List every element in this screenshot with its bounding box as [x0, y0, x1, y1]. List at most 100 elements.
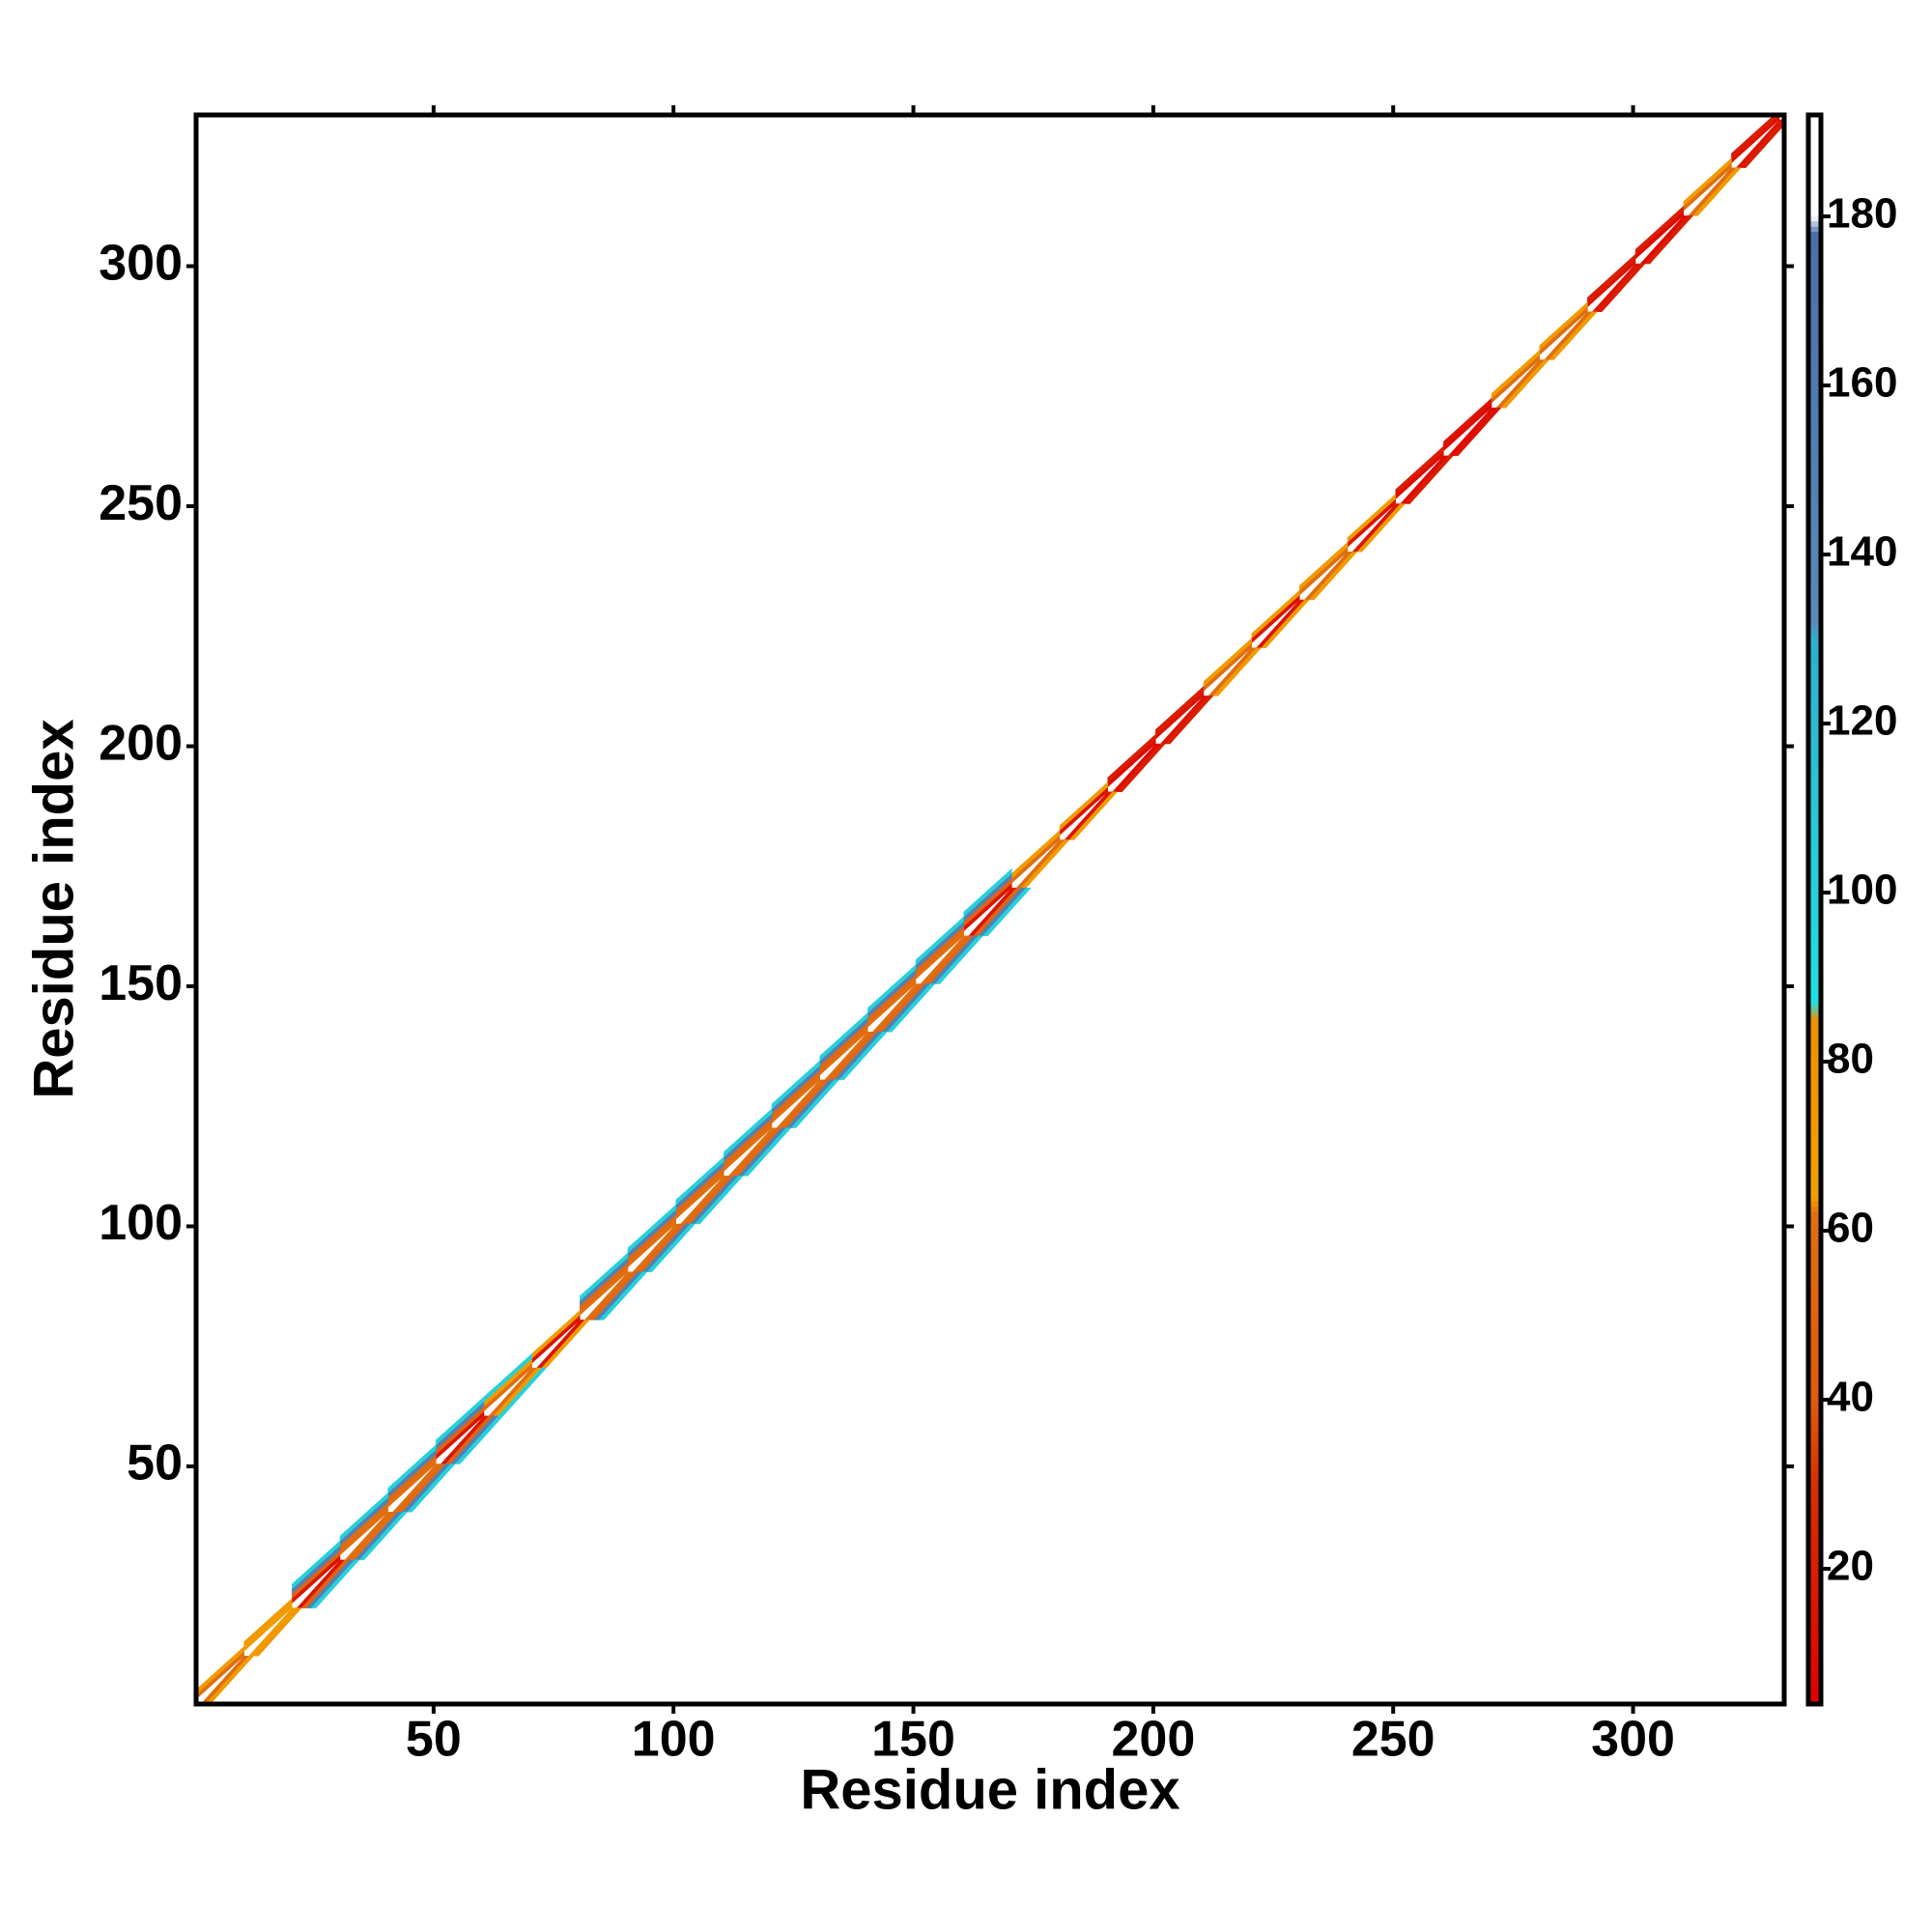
colorbar-strip [1808, 1672, 1821, 1679]
colorbar-strip [1808, 1009, 1821, 1016]
colorbar-strip [1808, 125, 1821, 132]
colorbar-strip [1808, 787, 1821, 794]
x-tick-label: 250 [1351, 1712, 1435, 1768]
colorbar-strip [1808, 1470, 1821, 1477]
colorbar-strip [1808, 1206, 1821, 1212]
colorbar-strip [1808, 760, 1821, 768]
colorbar-strip [1808, 1264, 1821, 1270]
colorbar-tick-label: 160 [1827, 359, 1897, 407]
colorbar-strip [1808, 1487, 1821, 1493]
colorbar-strip [1808, 559, 1821, 566]
colorbar-strip [1808, 135, 1821, 143]
colorbar-strip [1808, 1640, 1821, 1647]
heatmap-cell [1251, 599, 1300, 649]
colorbar-strip [1808, 1634, 1821, 1641]
colorbar-strip [1808, 1476, 1821, 1483]
heatmap-cell [1683, 167, 1732, 216]
colorbar-strip [1808, 1089, 1821, 1096]
colorbar-strip [1808, 162, 1821, 169]
colorbar-strip [1808, 819, 1821, 826]
colorbar-strip [1808, 188, 1821, 195]
colorbar-strip [1808, 792, 1821, 799]
x-tick-label: 100 [632, 1712, 716, 1768]
heatmap-cell [1539, 311, 1588, 361]
colorbar-strip [1808, 464, 1821, 470]
colorbar-strip [1808, 231, 1821, 238]
colorbar-strip [1808, 617, 1821, 624]
colorbar-strip [1808, 872, 1821, 879]
colorbar-strip [1808, 1190, 1821, 1197]
colorbar-strip [1808, 1349, 1821, 1355]
colorbar-strip [1808, 909, 1821, 916]
colorbar-strip [1808, 1169, 1821, 1176]
colorbar-strip [1808, 395, 1821, 402]
colorbar-strip [1808, 904, 1821, 911]
colorbar-strip [1808, 1455, 1821, 1462]
colorbar-strip [1808, 967, 1821, 974]
colorbar-strip [1808, 295, 1821, 301]
heatmap-cell [436, 1396, 485, 1446]
colorbar-strip [1808, 1227, 1821, 1234]
colorbar-strip [1808, 1312, 1821, 1319]
colorbar-tick-label: 20 [1827, 1543, 1874, 1590]
colorbar-strip [1808, 120, 1821, 127]
colorbar-strip [1808, 459, 1821, 466]
colorbar-strip [1808, 766, 1821, 773]
colorbar-strip [1808, 1662, 1821, 1668]
colorbar-strip [1808, 273, 1821, 280]
colorbar-strip [1808, 501, 1821, 508]
colorbar-strip [1808, 777, 1821, 783]
colorbar-strip [1808, 1237, 1821, 1244]
heatmap-cell [243, 1607, 293, 1657]
colorbar-strip [1808, 1549, 1821, 1557]
colorbar-strip [1808, 1105, 1821, 1112]
colorbar-strip [1808, 289, 1821, 297]
x-axis-title: Residue index [800, 1758, 1179, 1821]
colorbar-strip [1808, 956, 1821, 963]
colorbar-strip [1808, 433, 1821, 440]
colorbar-strip [1808, 310, 1821, 317]
colorbar-strip [1808, 1344, 1821, 1350]
colorbar-strip [1808, 1508, 1821, 1515]
x-tick-label: 150 [871, 1712, 955, 1768]
colorbar-strip [1808, 1540, 1821, 1547]
colorbar-strip [1808, 480, 1821, 487]
colorbar-strip [1808, 1015, 1821, 1022]
colorbar-strip [1808, 523, 1821, 529]
colorbar-strip [1808, 1184, 1821, 1191]
heatmap-cell [1731, 115, 1780, 159]
y-axis-title: Residue index [22, 719, 85, 1098]
colorbar-strip [1808, 1449, 1821, 1456]
colorbar-strip [1808, 994, 1821, 1001]
colorbar-tick-label: 140 [1827, 528, 1897, 576]
colorbar-strip [1808, 1376, 1821, 1382]
colorbar-strip [1808, 856, 1821, 863]
colorbar-strip [1808, 1354, 1821, 1361]
colorbar-strip [1808, 681, 1821, 688]
colorbar-strip [1808, 824, 1821, 831]
colorbar-strip [1808, 194, 1821, 201]
colorbar-strip [1808, 358, 1821, 365]
colorbar-strip [1808, 210, 1821, 216]
colorbar-strip [1808, 702, 1821, 709]
colorbar-strip [1808, 1232, 1821, 1239]
colorbar-strip [1808, 1545, 1821, 1551]
colorbar-strip [1808, 506, 1821, 513]
colorbar-strip [1808, 898, 1821, 905]
colorbar-strip [1808, 978, 1821, 984]
colorbar-strip [1808, 1365, 1821, 1372]
colorbar-strip [1808, 1359, 1821, 1366]
colorbar-strip [1808, 602, 1821, 609]
y-tick-label: 100 [99, 1195, 183, 1251]
colorbar-strip [1808, 1666, 1821, 1673]
colorbar-strip [1808, 115, 1821, 122]
colorbar-strip [1808, 533, 1821, 540]
colorbar-strip [1808, 1529, 1821, 1536]
colorbar-strip [1808, 1058, 1821, 1065]
colorbar-strip [1808, 554, 1821, 561]
colorbar-strip [1808, 1148, 1821, 1154]
colorbar-strip [1808, 988, 1821, 995]
colorbar-strip [1808, 299, 1821, 306]
colorbar-strip [1808, 591, 1821, 598]
